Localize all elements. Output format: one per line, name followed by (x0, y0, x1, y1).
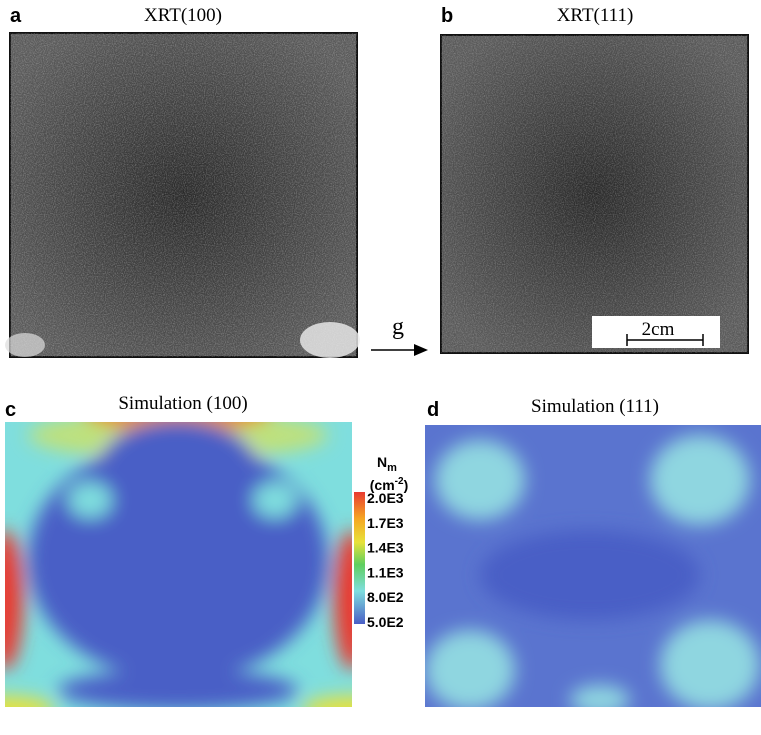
panel-letter: c (5, 399, 16, 421)
scale-bar-label: 2cm (642, 319, 675, 340)
colorbar (354, 492, 365, 624)
colorbar-tick-label: 1.7E3 (367, 515, 404, 531)
colorbar-ticks: 2.0E3 1.7E3 1.4E3 1.1E3 8.0E2 5.0E2 (367, 490, 404, 630)
subscript: m (387, 462, 397, 474)
unit: ) (404, 477, 409, 493)
colorbar-tick-label: 5.0E2 (367, 614, 404, 630)
xrt-image-b (441, 35, 748, 353)
colorbar-tick-label: 8.0E2 (367, 589, 404, 605)
panel-title: XRT(111) (557, 5, 634, 26)
simulation-map-c (0, 375, 402, 724)
symbol: N (377, 454, 387, 470)
simulation-map-d (425, 425, 761, 715)
colorbar-tick-label: 1.1E3 (367, 564, 404, 580)
panel-letter: b (441, 5, 453, 27)
panel-title: Simulation (100) (118, 393, 247, 414)
colorbar-tick-label: 2.0E3 (367, 490, 404, 506)
colorbar-tick-label: 1.4E3 (367, 540, 404, 556)
colorbar-title: Nm (377, 454, 397, 474)
panel-letter: d (427, 399, 439, 421)
direction-label: g (392, 314, 404, 340)
panel-title: Simulation (111) (531, 396, 659, 417)
panel-title: XRT(100) (144, 5, 222, 26)
panel-letter: a (10, 5, 22, 27)
figure: a XRT(100) b XRT(111) c Simulation (100)… (0, 0, 761, 735)
xrt-image-a (5, 33, 360, 358)
